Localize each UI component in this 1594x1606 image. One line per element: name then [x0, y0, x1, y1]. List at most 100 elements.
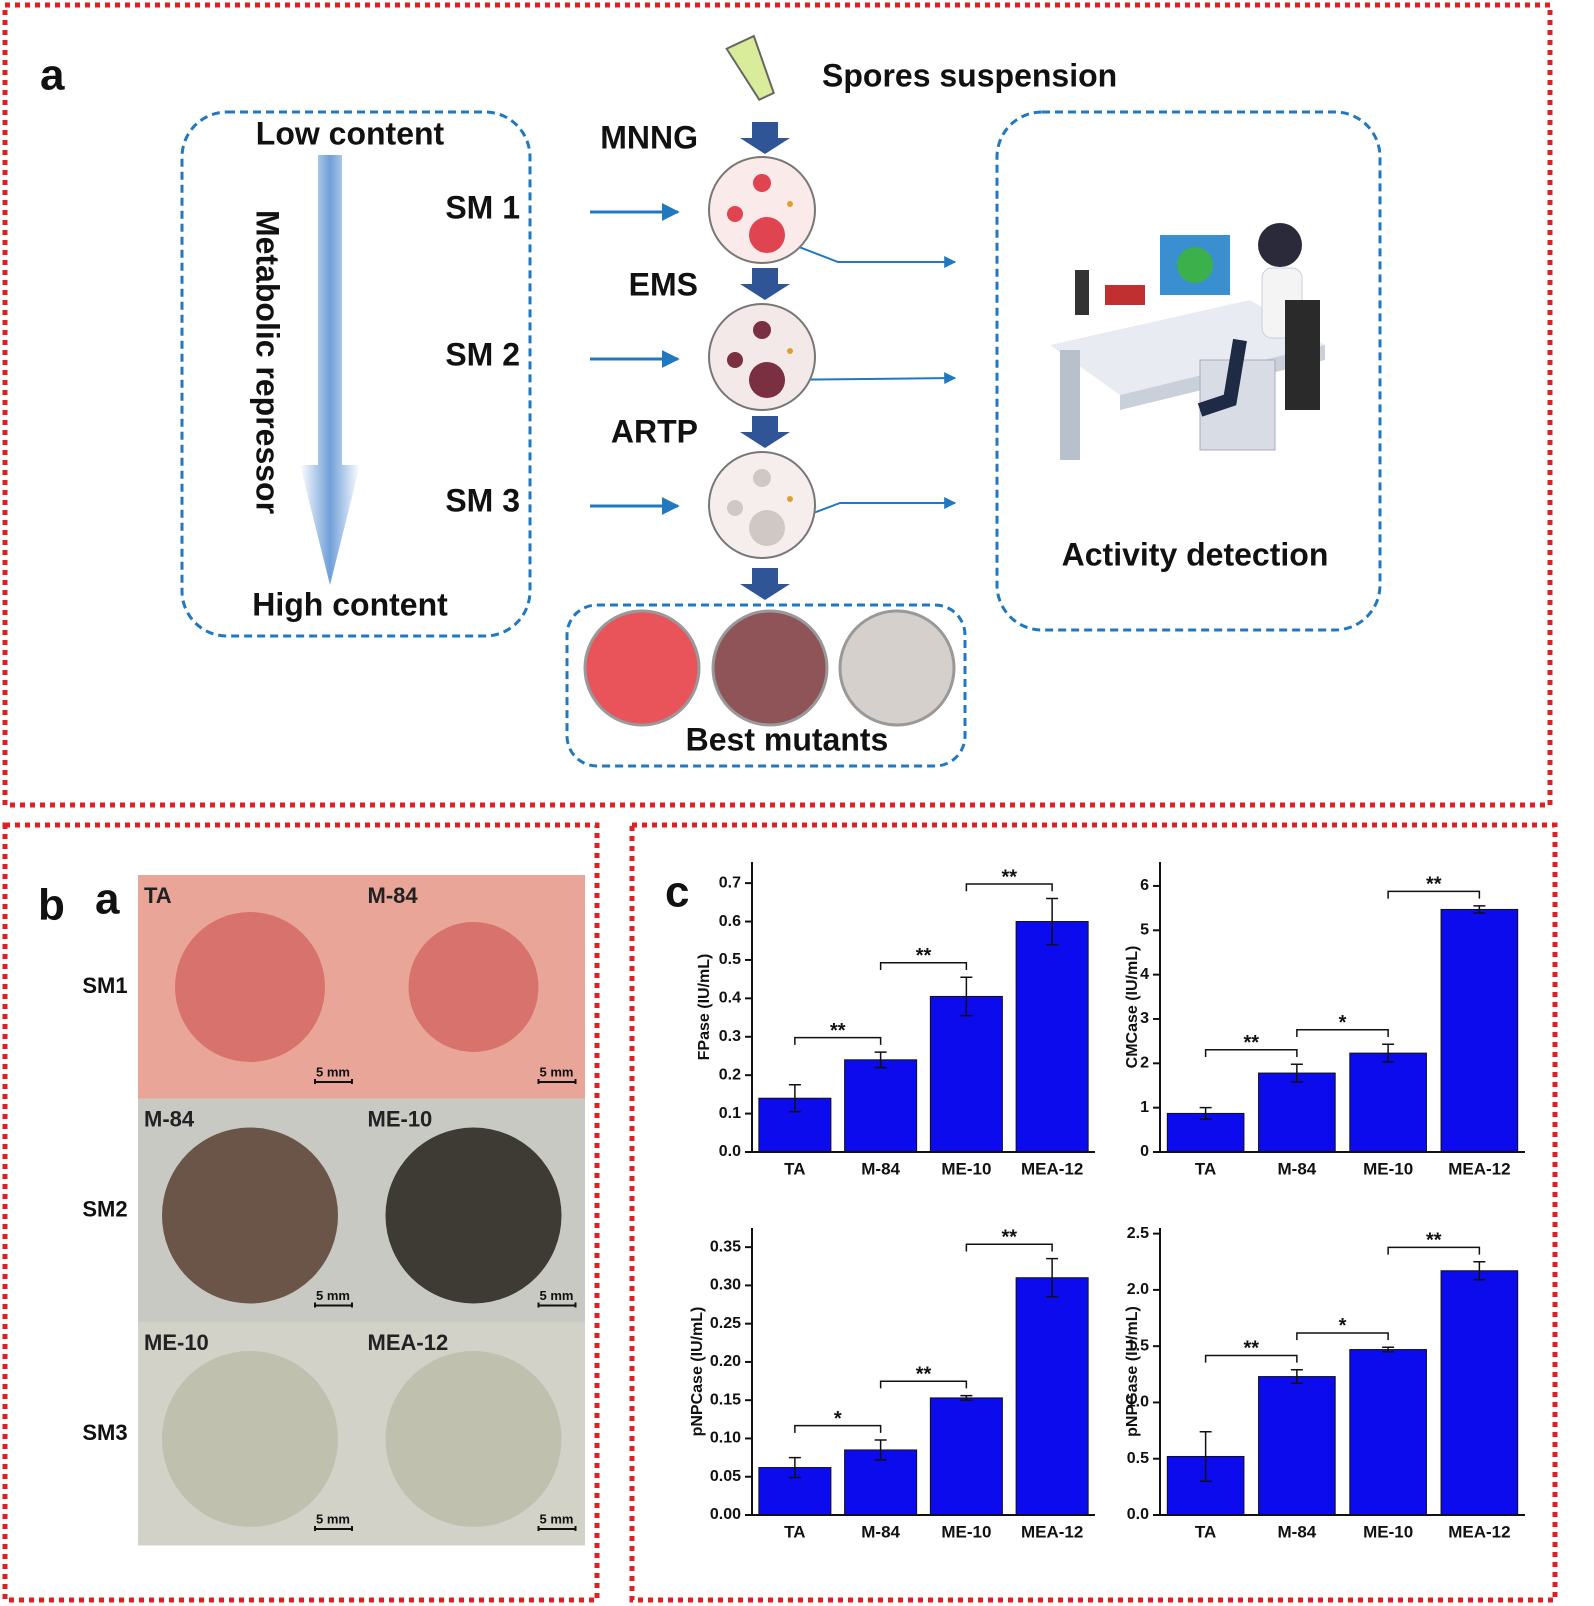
significance-bracket: [794, 1424, 882, 1433]
bar: [1349, 1349, 1427, 1516]
y-tick-label: 5: [1140, 922, 1149, 939]
significance-bracket: [1296, 1332, 1389, 1341]
error-bar: [1382, 1346, 1395, 1353]
x-tick-label: MEA-12: [1448, 1159, 1510, 1178]
significance-label: **: [1243, 1338, 1259, 1360]
y-tick-label: 0.20: [710, 1353, 741, 1370]
y-tick-label: 0.3: [719, 1028, 741, 1045]
y-tick-label: 0.2: [719, 1066, 741, 1083]
scale-label: 5 mm: [540, 1288, 574, 1303]
y-tick-label: 0.4: [719, 990, 741, 1007]
error-bar: [1046, 897, 1059, 946]
significance-bracket: [1204, 1048, 1298, 1057]
colony: [385, 1127, 562, 1304]
significance-label: **: [1001, 1227, 1017, 1249]
significance-bracket: [879, 961, 968, 970]
error-bar: [1290, 1063, 1303, 1083]
photo-label: ME-10: [144, 1330, 209, 1355]
gradient-arrow: [300, 155, 360, 585]
scale-label: 5 mm: [316, 1288, 350, 1303]
panel-label: c: [665, 868, 689, 917]
error-bar: [960, 1394, 973, 1401]
error-bar: [788, 1456, 801, 1479]
panel-label: a: [40, 51, 65, 100]
photo-label: MEA-12: [368, 1330, 449, 1355]
significance-bracket: [794, 1036, 882, 1045]
significance-label: *: [1339, 1315, 1347, 1337]
bar: [1015, 921, 1089, 1153]
axes: [1159, 1228, 1525, 1516]
scale-label: 5 mm: [540, 1511, 574, 1526]
colony: [162, 1127, 338, 1304]
significance-label: **: [1001, 866, 1017, 888]
significance-bracket: [1387, 890, 1481, 899]
error-bar: [1473, 905, 1486, 914]
mutagen: ARTP: [611, 413, 698, 449]
scale-bar: [314, 1526, 353, 1531]
scale-label: 5 mm: [316, 1064, 350, 1079]
plates: [708, 156, 816, 559]
panel-sublabel: a: [95, 875, 120, 924]
detection-label: Activity detection: [1062, 536, 1329, 572]
strain: SM 3: [445, 482, 520, 518]
y-tick-label: 0.6: [719, 913, 741, 930]
error-bar: [874, 1439, 887, 1461]
panel-a-border: [2, 2, 1553, 808]
significance-label: *: [1339, 1012, 1347, 1034]
significance-bracket: [1204, 1354, 1298, 1363]
error-bar: [1199, 1430, 1212, 1482]
tube-icon: [725, 34, 775, 102]
error-bar: [1046, 1257, 1059, 1298]
x-tick-label: ME-10: [941, 1159, 991, 1178]
scale-bar: [314, 1079, 353, 1084]
y-tick-label: 0.00: [710, 1506, 741, 1523]
photo-label: TA: [144, 883, 172, 908]
x-tick-label: MEA-12: [1021, 1522, 1083, 1541]
colony: [175, 912, 325, 1062]
bar: [1015, 1277, 1089, 1516]
photo-label: M-84: [368, 883, 419, 908]
row-label: SM1: [82, 973, 127, 998]
source-label: Spores suspension: [822, 57, 1117, 93]
panel-label: b: [38, 881, 65, 930]
photo-label: ME-10: [368, 1106, 433, 1131]
y-tick-label: 0.15: [710, 1391, 741, 1408]
gradient-bottom: High content: [252, 586, 448, 622]
mutagen: MNNG: [600, 119, 698, 155]
y-tick-label: 6: [1140, 877, 1149, 894]
y-tick-label: 2.0: [1127, 1281, 1149, 1298]
scale-bar: [537, 1302, 577, 1308]
x-tick-label: M-84: [1278, 1159, 1317, 1178]
x-tick-label: ME-10: [1363, 1159, 1413, 1178]
colony: [408, 922, 539, 1052]
y-tick-label: 0.0: [719, 1143, 741, 1160]
scale-bar: [314, 1302, 353, 1308]
x-tick-label: M-84: [1278, 1522, 1317, 1541]
error-bar: [960, 976, 973, 1017]
y-tick-label: 1.0: [1127, 1394, 1149, 1411]
detection-box: [995, 110, 1382, 632]
significance-bracket: [965, 883, 1053, 892]
y-tick-label: 1.5: [1127, 1337, 1149, 1354]
significance-bracket: [1296, 1029, 1389, 1037]
error-bar: [1473, 1261, 1486, 1281]
x-tick-label: ME-10: [941, 1522, 991, 1541]
significance-label: **: [1426, 874, 1442, 896]
x-tick-label: M-84: [861, 1159, 900, 1178]
significance-label: *: [834, 1408, 842, 1430]
scale-label: 5 mm: [316, 1511, 350, 1526]
error-bar: [788, 1084, 801, 1113]
bar: [1258, 1072, 1336, 1153]
axes: [751, 862, 1095, 1153]
significance-label: **: [830, 1020, 846, 1042]
step-arrows: [740, 122, 790, 600]
significance-bracket: [879, 1380, 968, 1389]
mutagen: EMS: [629, 266, 698, 302]
x-tick-label: MEA-12: [1021, 1159, 1083, 1178]
x-tick-label: TA: [1195, 1522, 1216, 1541]
y-tick-label: 0.1: [719, 1105, 741, 1122]
x-tick-label: M-84: [861, 1522, 900, 1541]
y-tick-label: 0: [1140, 1143, 1149, 1160]
panel-c-border: [629, 822, 1558, 1603]
